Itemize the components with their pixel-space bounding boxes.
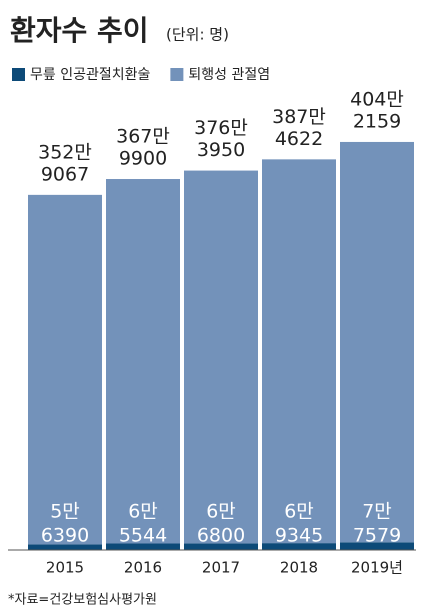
value-label: 9067 <box>41 163 89 185</box>
value-label: 367만 <box>116 126 170 148</box>
x-tick-label: 2017 <box>202 559 240 577</box>
value-label: 404만 <box>350 88 404 110</box>
value-label: 6만 <box>284 501 314 523</box>
legend-label: 무릎 인공관절치환술 <box>30 67 150 83</box>
legend-label: 퇴행성 관절염 <box>188 67 270 83</box>
value-label: 6390 <box>41 525 89 547</box>
value-label: 5544 <box>119 525 167 547</box>
bar-segment <box>262 159 336 544</box>
bar-segment <box>262 543 336 550</box>
value-label: 387만 <box>272 106 326 128</box>
value-label: 9345 <box>275 525 323 547</box>
bar-segment <box>28 194 102 545</box>
value-label: 6800 <box>197 525 245 547</box>
chart-title: 환자수 추이 <box>10 14 149 47</box>
value-label: 352만 <box>38 141 92 163</box>
value-label: 376만 <box>194 117 248 139</box>
value-label: 6만 <box>128 501 158 523</box>
bar-segment <box>184 170 258 544</box>
bar-segment <box>28 544 102 550</box>
legend-swatch <box>12 68 25 81</box>
legend-swatch <box>170 68 184 81</box>
value-label: 4622 <box>275 128 323 150</box>
x-tick-label: 2019년 <box>351 559 403 577</box>
chart-subtitle: (단위: 명) <box>166 26 229 44</box>
value-label: 7579 <box>353 525 401 547</box>
value-label: 5만 <box>50 501 80 523</box>
value-label: 6만 <box>206 501 236 523</box>
x-tick-label: 2018 <box>280 559 318 577</box>
bar-segment <box>340 141 414 543</box>
bar-segment <box>106 179 180 544</box>
bar-segment <box>340 542 414 550</box>
value-label: 9900 <box>119 148 167 170</box>
source: *자료=건강보험심사평가원 <box>8 593 157 608</box>
value-label: 2159 <box>353 110 401 132</box>
bar-segment <box>184 543 258 550</box>
value-label: 3950 <box>197 139 245 161</box>
x-tick-label: 2016 <box>124 559 162 577</box>
bar-segment <box>106 543 180 550</box>
x-tick-label: 2015 <box>46 559 84 577</box>
value-label: 7만 <box>362 501 392 523</box>
